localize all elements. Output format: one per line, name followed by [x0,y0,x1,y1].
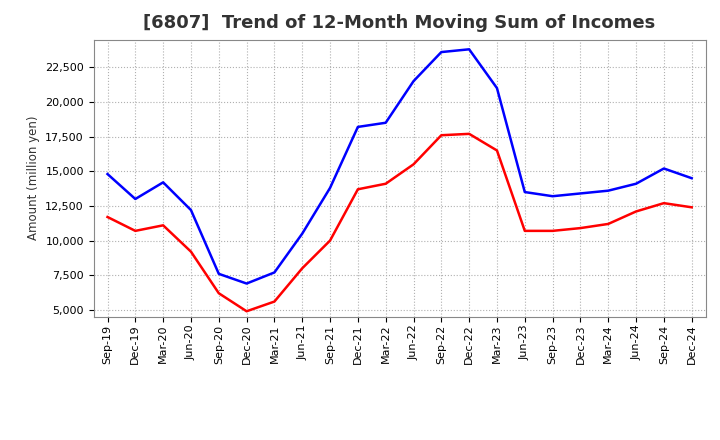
Net Income [103,214,112,220]
Ordinary Income [521,189,529,194]
Ordinary Income [660,166,668,171]
Ordinary Income [270,270,279,275]
Net Income [215,290,223,296]
Ordinary Income [631,181,640,187]
Net Income [298,266,307,271]
Net Income [465,131,474,136]
Ordinary Income [688,176,696,181]
Ordinary Income [604,188,613,193]
Ordinary Income [298,231,307,236]
Net Income [492,148,501,153]
Ordinary Income [325,185,334,191]
Net Income [631,209,640,214]
Ordinary Income [492,85,501,91]
Title: [6807]  Trend of 12-Month Moving Sum of Incomes: [6807] Trend of 12-Month Moving Sum of I… [143,15,656,33]
Ordinary Income [549,194,557,199]
Ordinary Income [576,191,585,196]
Ordinary Income [215,271,223,276]
Net Income [521,228,529,234]
Net Income [437,132,446,138]
Net Income [660,201,668,206]
Net Income [131,228,140,234]
Net Income [159,223,168,228]
Ordinary Income [437,49,446,55]
Line: Net Income: Net Income [107,134,692,311]
Net Income [270,299,279,304]
Net Income [549,228,557,234]
Line: Ordinary Income: Ordinary Income [107,49,692,283]
Net Income [242,308,251,314]
Y-axis label: Amount (million yen): Amount (million yen) [27,116,40,240]
Ordinary Income [409,78,418,84]
Net Income [409,161,418,167]
Ordinary Income [159,180,168,185]
Net Income [325,238,334,243]
Net Income [382,181,390,187]
Ordinary Income [186,207,195,213]
Net Income [186,249,195,254]
Ordinary Income [131,196,140,202]
Net Income [604,221,613,227]
Ordinary Income [382,120,390,125]
Ordinary Income [242,281,251,286]
Net Income [576,225,585,231]
Ordinary Income [465,47,474,52]
Ordinary Income [354,124,362,129]
Net Income [688,205,696,210]
Ordinary Income [103,172,112,177]
Net Income [354,187,362,192]
